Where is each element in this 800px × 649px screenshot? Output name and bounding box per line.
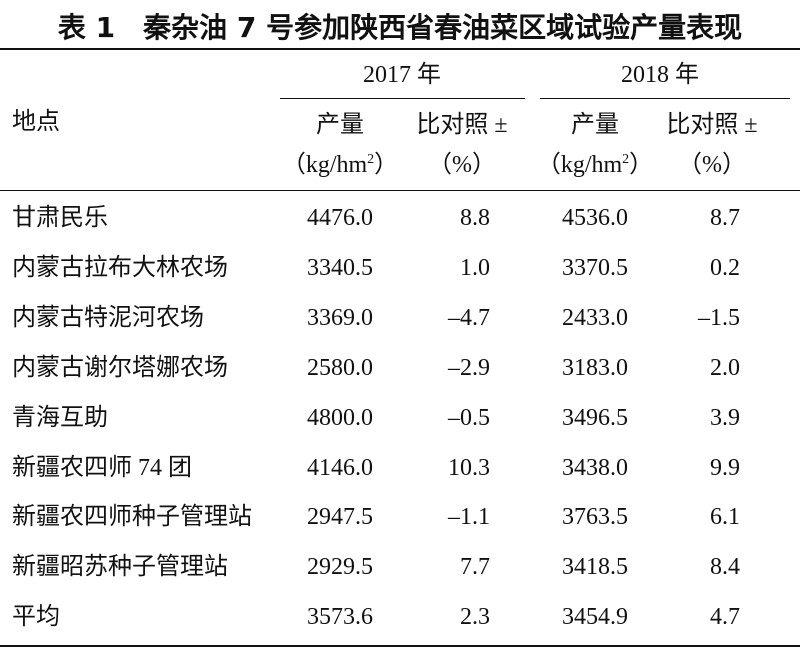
year-header: 2017 年 [363,62,441,88]
unit-sup: 2 [367,152,375,167]
cell: 3340.5 [307,254,373,281]
column-header: 比对照 ± [416,112,508,138]
cell: 10.3 [448,454,490,481]
group-rule [540,98,790,99]
year-header: 2018 年 [621,62,699,88]
cell: 1.0 [460,254,490,281]
cell: –1.1 [448,504,490,531]
cell: 2.0 [710,354,740,381]
cell: –0.5 [448,404,490,431]
cell: 0.2 [710,254,740,281]
unit-text: ） [374,152,399,178]
group-rule [280,98,525,99]
cell: 3454.9 [562,604,628,631]
cell: 6.1 [710,504,740,531]
cell: –2.9 [448,354,490,381]
bottom-rule [0,645,800,647]
column-unit: （%） [678,152,746,178]
cell: 3369.0 [307,304,373,331]
row-label: 内蒙古谢尔塔娜农场 [12,354,228,381]
cell: 3.9 [710,404,740,431]
cell: 3438.0 [562,454,628,481]
cell: –4.7 [448,304,490,331]
cell: 3763.5 [562,504,628,531]
row-label: 新疆农四师种子管理站 [12,504,252,531]
cell: 4476.0 [307,205,373,231]
cell: 4800.0 [307,404,373,431]
column-unit: （kg/hm2） [536,152,654,178]
table-title: 表 1 秦杂油 7 号参加陕西省春油菜区域试验产量表现 [57,11,743,44]
cell: 9.9 [710,454,740,481]
cell: 2929.5 [307,554,373,581]
cell: 7.7 [460,554,490,581]
column-header: 产量 [316,112,364,138]
row-label: 新疆农四师 74 团 [12,454,192,481]
cell: 3370.5 [562,254,628,281]
cell: 2580.0 [307,354,373,381]
row-label: 甘肃民乐 [12,205,108,231]
cell: 3418.5 [562,554,628,581]
cell: 8.8 [460,205,490,231]
cell: 2947.5 [307,504,373,531]
row-label: 青海互助 [12,404,108,431]
column-unit: （kg/hm2） [281,152,399,178]
top-rule [0,48,800,50]
row-label: 平均 [12,604,60,631]
row-label: 内蒙古特泥河农场 [12,304,204,331]
column-header: 比对照 ± [666,112,758,138]
row-label: 内蒙古拉布大林农场 [12,254,228,281]
cell: 2433.0 [562,304,628,331]
row-label: 新疆昭苏种子管理站 [12,554,228,581]
unit-text: （kg/hm [536,152,623,178]
unit-sup: 2 [622,152,630,167]
cell: 2.3 [460,604,490,631]
cell: 8.7 [710,205,740,231]
cell: 4146.0 [307,454,373,481]
cell: 4.7 [710,604,740,631]
unit-text: ） [629,152,654,178]
header-rule [0,190,800,191]
cell: 3573.6 [307,604,373,631]
column-unit: （%） [428,152,496,178]
cell: 8.4 [710,554,740,581]
unit-text: （kg/hm [281,152,368,178]
column-header: 产量 [571,112,619,138]
location-header: 地点 [12,109,60,135]
cell: –1.5 [698,304,740,331]
cell: 4536.0 [562,205,628,231]
cell: 3183.0 [562,354,628,381]
cell: 3496.5 [562,404,628,431]
